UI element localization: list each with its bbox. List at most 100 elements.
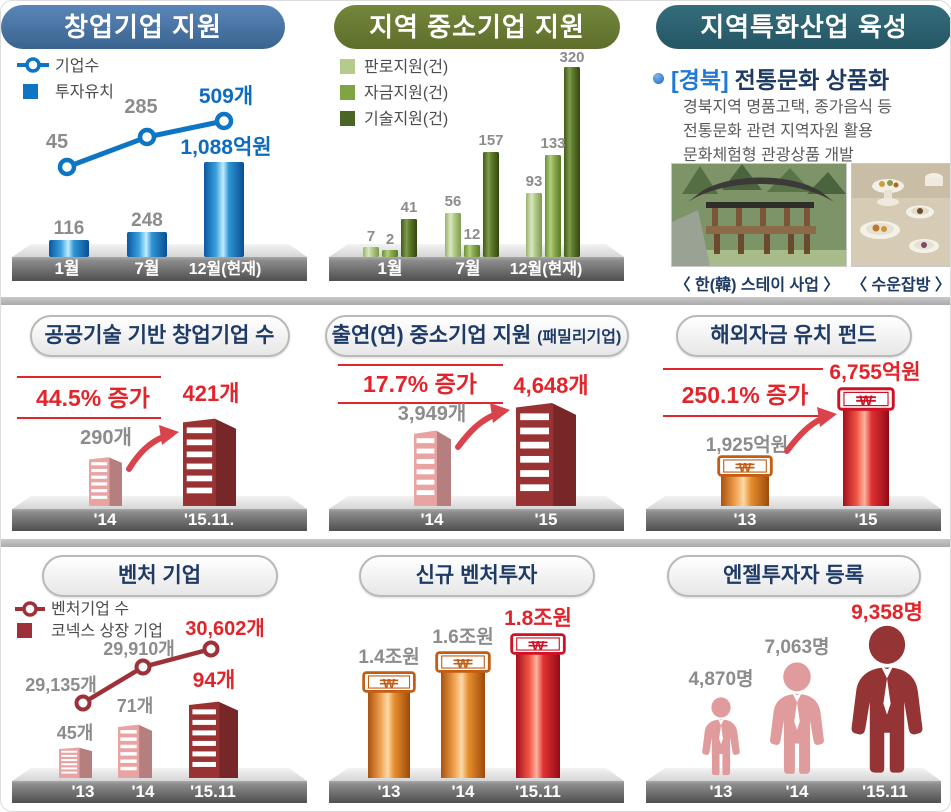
photo-caption: 〈 수운잡방 〉 [851, 277, 951, 294]
bar-value-label: 133 [540, 135, 565, 152]
panel-title: 지역 중소기업 지원 [334, 5, 620, 49]
bar-value-label: 248 [131, 210, 163, 231]
legend: 판로지원(건) 자금지원(건) 기술지원(건) [340, 58, 448, 128]
person-icon [770, 662, 824, 773]
description-line: 문화체험형 관광상품 개발 [683, 147, 854, 164]
building-value-label: 45개 [57, 723, 94, 743]
money-cylinder [368, 691, 410, 778]
foreign-fund-chart: 250.1% 증가 6,755억원 1,925억원 '13 '15 [646, 361, 941, 531]
building-icon [414, 431, 451, 506]
category-label: '14 [421, 510, 444, 529]
bars [363, 67, 580, 257]
category-label: '13 [734, 510, 757, 529]
panel-new-venture-investment: 신규 벤처투자 1.4조원 1.6조원 1.8조원 '13 '14 '15.11 [318, 547, 635, 811]
category-label: 7월 [455, 259, 480, 278]
building-icon [89, 457, 122, 506]
line-point [214, 111, 234, 131]
feature-headline-row: [경북] 전통문화 상품화 [653, 61, 889, 95]
description-line: 전통문화 관련 지역자원 활용 [683, 123, 873, 140]
panel-title-main: 출연(연) 중소기업 지원 [331, 324, 532, 347]
won-banknote-icon [364, 673, 415, 692]
photo-caption: 〈 한(韓) 스테이 사업 〉 [674, 277, 840, 294]
category-label: '15.11 [190, 782, 236, 801]
bar-value-label: 7 [367, 228, 375, 245]
category-label: '14 [786, 782, 809, 801]
value-label: 4,648개 [513, 373, 588, 398]
category-label: '14 [94, 510, 117, 529]
bar-value-label: 56 [445, 193, 462, 210]
description-line: 경북지역 명품고택, 종가음식 등 [683, 99, 893, 116]
suunjapbang-photo [851, 163, 950, 267]
money-cylinder [441, 671, 485, 778]
line-value-label: 29,135개 [25, 675, 97, 695]
growth-arrow-head [159, 425, 179, 445]
growth-arrow-head [490, 403, 510, 423]
line-point [74, 694, 92, 712]
category-label: 12월(현재) [189, 259, 262, 278]
platform [329, 496, 624, 531]
legend-label: 벤처기업 수 [51, 600, 129, 618]
platform [646, 496, 941, 531]
value-label: 9,358명 [851, 601, 923, 624]
panel-foreign-fund: 해외자금 유치 펀드 250.1% 증가 6,755억원 1,925억원 '13… [635, 307, 950, 537]
panel-regional-specialty: 지역특화산업 육성 [경북] 전통문화 상품화 경북지역 명품고택, 종가음식 … [635, 1, 951, 297]
bar-value-label: 157 [478, 132, 503, 149]
feature-headline: 전통문화 상품화 [734, 67, 890, 93]
value-label: 3,949개 [398, 402, 466, 425]
building-icon [189, 702, 238, 778]
line-series [74, 640, 220, 712]
category-label: '15 [535, 510, 558, 529]
bar-value-labels: 7 2 41 56 12 157 93 133 320 [367, 51, 585, 248]
regional-sme-chart: 판로지원(건) 자금지원(건) 기술지원(건) 7 2 41 56 12 [329, 51, 624, 281]
row-divider [1, 297, 950, 305]
category-label: '15.11. [184, 510, 234, 529]
bar-legend-icon [340, 111, 355, 126]
category-label: 1월 [54, 259, 79, 278]
category-label: '15.11 [515, 782, 561, 801]
bar-value-label: 320 [559, 51, 584, 66]
category-label: 12월(현재) [510, 259, 583, 278]
line-legend-icon [25, 57, 41, 73]
panel-startup-support: 창업기업 지원 기업수 투자유치 116 248 1,088억원 [1, 1, 318, 297]
bar-legend-icon [340, 85, 355, 100]
public-tech-chart: 44.5% 증가 290개 421개 '14 '15.11. [12, 376, 307, 531]
value-label: 1,925억원 [706, 434, 789, 456]
won-banknote-icon [437, 653, 490, 672]
line-legend-icon [22, 601, 38, 617]
panel-venture-companies: 벤처 기업 벤처기업 수 코넥스 상장 기업 45개 71개 94개 [1, 547, 318, 811]
building-value-label: 71개 [117, 696, 154, 716]
increase-label: 17.7% 증가 [363, 371, 477, 397]
hanok-photo-illustration [672, 164, 846, 266]
line-point [137, 127, 157, 147]
growth-arrow [784, 416, 824, 454]
legend-label: 자금지원(건) [364, 84, 448, 102]
won-banknote-icon [512, 635, 565, 654]
bar-value-label: 1,088억원 [180, 136, 271, 159]
region-tag: [경북] [671, 67, 729, 93]
bar-value-label: 12 [464, 226, 481, 243]
platform [12, 496, 307, 531]
won-banknote-icon [839, 389, 894, 410]
line-value-label: 509개 [199, 85, 253, 108]
value-label: 1.4조원 [358, 646, 419, 668]
panel-title: 해외자금 유치 펀드 [675, 315, 912, 357]
bar-legend-icon [17, 623, 32, 638]
bar-value-label: 93 [526, 173, 543, 190]
panel-title: 벤처 기업 [41, 555, 278, 597]
dishes-photo-illustration [852, 164, 950, 266]
money-cylinder [516, 653, 560, 778]
increase-label: 250.1% 증가 [682, 382, 809, 408]
platform [12, 768, 307, 803]
category-label: '15 [855, 510, 878, 529]
line-value-label: 45 [46, 131, 68, 153]
bar [49, 240, 89, 257]
building-icon [118, 725, 152, 778]
feature-description: 경북지역 명품고택, 종가음식 등 전통문화 관련 지역자원 활용 문화체험형 … [683, 96, 892, 168]
growth-arrow-head [817, 407, 837, 427]
line-point [57, 157, 77, 177]
bar-value-label: 116 [54, 218, 85, 239]
platform [646, 768, 941, 803]
building-value-label: 94개 [193, 669, 236, 692]
bar-legend-icon [23, 84, 38, 99]
line-value-label: 285 [124, 96, 157, 118]
